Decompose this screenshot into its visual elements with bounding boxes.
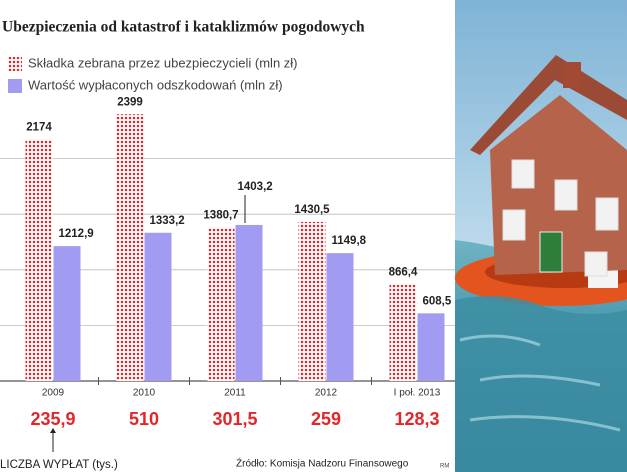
claims-value: 235,9 (30, 409, 75, 429)
photo-chimney (563, 62, 581, 88)
legend-label: Składka zebrana przez ubezpieczycieli (m… (28, 55, 298, 70)
photo-window (502, 209, 526, 241)
data-label: 1403,2 (238, 181, 273, 193)
x-tick-label: 2009 (42, 388, 65, 399)
data-label: 1149,8 (332, 235, 367, 247)
photo (455, 0, 627, 472)
photo-window (511, 159, 535, 189)
bar (326, 253, 354, 381)
chart-title: Ubezpieczenia od katastrof i kataklizmów… (2, 19, 365, 36)
bar (298, 221, 326, 381)
data-label: 1430,5 (294, 204, 330, 216)
bar (417, 313, 445, 381)
claims-label: LICZBA WYPŁAT (tys.) (0, 459, 118, 471)
data-label: 608,5 (423, 295, 452, 307)
data-label: 1212,9 (59, 228, 94, 240)
photo-window (584, 251, 608, 277)
legend-swatch (8, 57, 22, 71)
photo-window (554, 179, 578, 211)
x-tick-label: 2012 (315, 388, 338, 399)
credit: RM (440, 464, 449, 470)
claims-value: 128,3 (394, 409, 439, 429)
source: Źródło: Komisja Nadzoru Finansowego (236, 457, 409, 470)
bar (144, 232, 172, 381)
claims-value: 301,5 (212, 409, 257, 429)
x-tick-label: 2010 (133, 388, 156, 399)
claims-value: 259 (311, 409, 341, 429)
data-label: 1380,7 (203, 209, 238, 221)
claims-value: 510 (129, 409, 159, 429)
legend-swatch (8, 79, 22, 93)
x-tick-label: I poł. 2013 (394, 388, 441, 399)
x-tick-label: 2011 (224, 388, 246, 399)
bar (389, 284, 417, 381)
data-label: 2399 (117, 96, 143, 108)
photo-ripples (459, 334, 621, 432)
data-label: 866,4 (389, 267, 418, 279)
data-label: 2174 (26, 121, 52, 133)
photo-door (539, 231, 563, 273)
bar (207, 227, 235, 381)
bar (116, 114, 144, 381)
legend-label: Wartość wypłaconych odszkodowań (mln zł) (28, 77, 283, 92)
claims-pointer-head (50, 428, 56, 433)
photo-water-front (455, 296, 627, 472)
bar (235, 224, 263, 381)
photo-window (595, 197, 619, 231)
photo-house-roof (470, 55, 627, 155)
bar (25, 139, 53, 381)
bar (53, 246, 81, 381)
plot-area: Składka zebrana przez ubezpieczycieli (m… (0, 55, 455, 471)
data-label: 1333,2 (150, 215, 185, 227)
